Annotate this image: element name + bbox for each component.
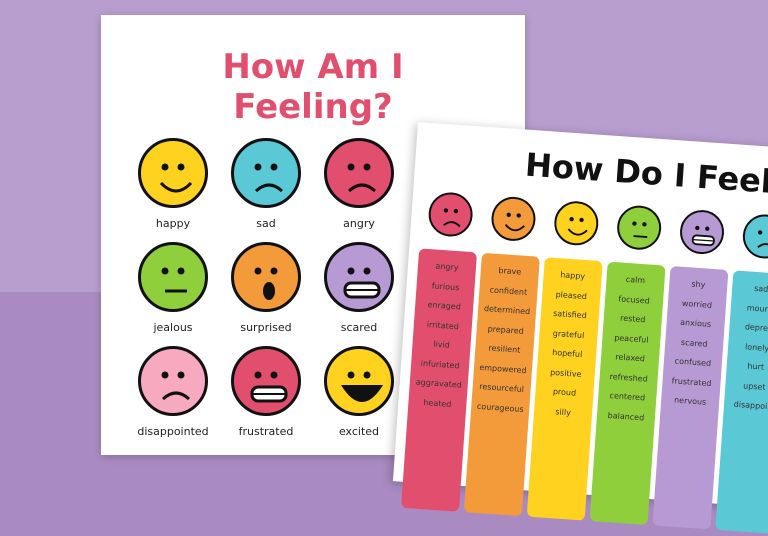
feeling-word: heated — [407, 397, 466, 420]
sheet2-title: How Do I Feel? — [524, 146, 768, 202]
sad-face-icon — [231, 138, 301, 208]
emotion-face-icon — [553, 200, 600, 247]
happy-face-icon — [138, 138, 208, 208]
sheet1-title-line1: How Am I — [101, 47, 525, 87]
feeling-word: silly — [533, 405, 592, 428]
emotion-face-icon — [741, 213, 768, 260]
emotion-face-icon — [679, 209, 726, 256]
scared-face-icon — [324, 242, 394, 312]
excited-face-icon — [324, 346, 394, 416]
angry-face-icon — [324, 138, 394, 208]
surprised-face-icon — [231, 242, 301, 312]
jealous-face-icon — [138, 242, 208, 312]
feeling-word: nervous — [660, 395, 719, 418]
feeling-word: balanced — [596, 410, 655, 433]
frustrated-face-icon — [231, 346, 301, 416]
face-label: angry — [304, 217, 414, 230]
disappointed-face-icon — [138, 346, 208, 416]
sheet1-title-line2: Feeling? — [101, 87, 525, 127]
feeling-word: courageous — [470, 401, 529, 424]
emotion-face-icon — [616, 204, 663, 251]
emotion-face-icon — [490, 195, 537, 242]
emotion-face-icon — [427, 191, 474, 238]
feeling-word: disappoin — [723, 399, 768, 422]
face-label: scared — [304, 321, 414, 334]
